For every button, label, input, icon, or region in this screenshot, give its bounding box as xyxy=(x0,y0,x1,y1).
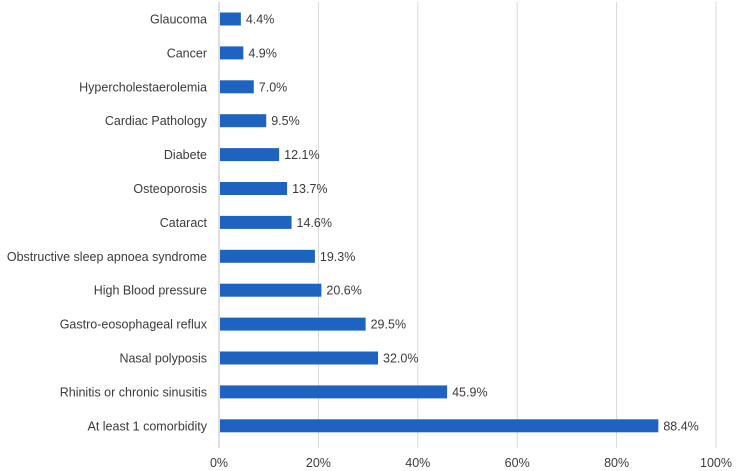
x-tick-label: 40% xyxy=(405,456,430,470)
bar xyxy=(220,351,379,365)
x-tick-label: 0% xyxy=(210,456,228,470)
labels: 0% 20% 40% 60% 80% 100% Glaucoma 4.4% Cancer 4.9%… xyxy=(7,13,732,471)
category-label: Diabete xyxy=(164,148,207,162)
bars xyxy=(220,12,659,433)
value-label: 7.0% xyxy=(259,80,288,94)
category-label: Obstructive sleep apnoea syndrome xyxy=(7,250,207,264)
bar xyxy=(220,385,448,399)
x-tick-label: 20% xyxy=(306,456,331,470)
x-tick-label: 60% xyxy=(505,456,530,470)
bar xyxy=(220,12,241,26)
category-label: At least 1 comorbidity xyxy=(88,419,208,433)
category-label: Glaucoma xyxy=(150,13,207,27)
bar xyxy=(220,249,315,263)
bar xyxy=(220,215,292,229)
value-label: 19.3% xyxy=(320,250,355,264)
value-label: 45.9% xyxy=(452,385,487,399)
category-label: Gastro-eosophageal reflux xyxy=(60,318,208,332)
value-label: 9.5% xyxy=(271,114,300,128)
value-label: 29.5% xyxy=(371,318,406,332)
category-label: Osteoporosis xyxy=(133,182,207,196)
category-label: High Blood pressure xyxy=(94,284,207,298)
value-label: 4.4% xyxy=(246,13,274,27)
value-label: 4.9% xyxy=(248,46,277,60)
category-label: Cancer xyxy=(167,46,207,60)
bar xyxy=(220,148,280,162)
category-label: Cardiac Pathology xyxy=(105,114,208,128)
value-label: 20.6% xyxy=(326,284,361,298)
category-label: Rhinitis or chronic sinusitis xyxy=(60,385,207,399)
category-label: Cataract xyxy=(160,216,208,230)
x-tick-label: 80% xyxy=(604,456,629,470)
bar xyxy=(220,283,322,297)
gridlines xyxy=(218,2,717,448)
value-label: 88.4% xyxy=(663,419,698,433)
value-label: 13.7% xyxy=(292,182,327,196)
value-label: 12.1% xyxy=(284,148,319,162)
value-label: 32.0% xyxy=(383,352,418,366)
bar xyxy=(220,182,288,195)
bar xyxy=(220,80,254,94)
bar xyxy=(220,114,267,128)
bar xyxy=(220,317,366,331)
bar xyxy=(220,46,244,60)
value-label: 14.6% xyxy=(297,216,332,230)
category-label: Hypercholestaerolemia xyxy=(79,80,207,94)
bar xyxy=(220,419,659,433)
category-label: Nasal polyposis xyxy=(119,352,207,366)
x-tick-label: 100% xyxy=(700,456,732,470)
